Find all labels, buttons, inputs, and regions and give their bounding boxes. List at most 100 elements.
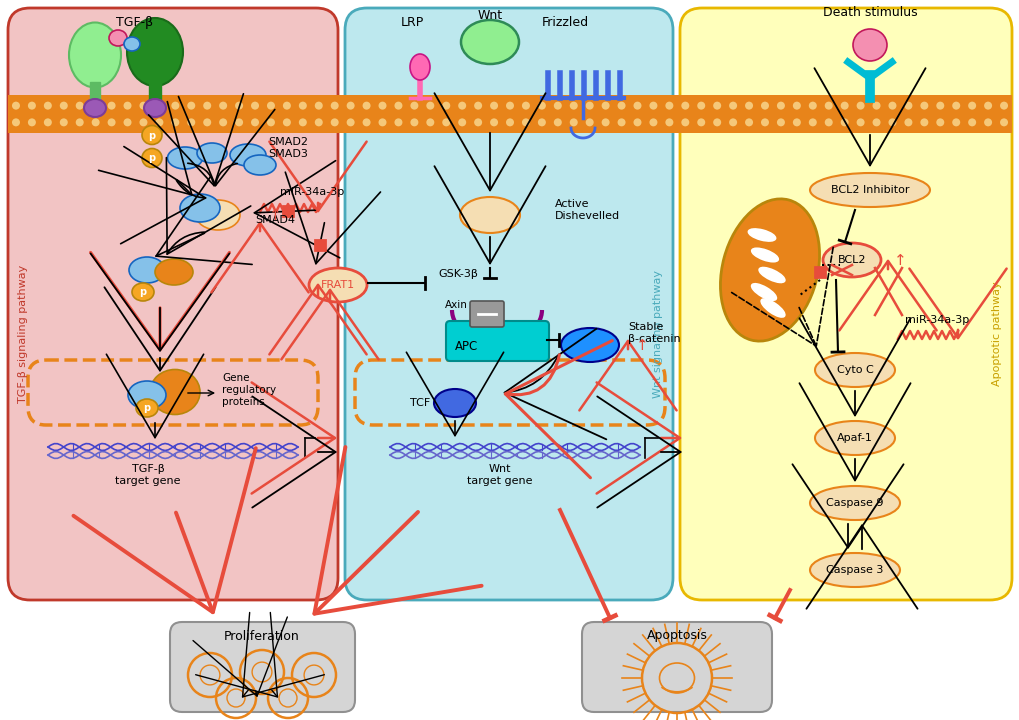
Circle shape <box>888 118 896 127</box>
Circle shape <box>44 102 52 109</box>
FancyBboxPatch shape <box>8 8 337 600</box>
Ellipse shape <box>136 399 158 417</box>
Circle shape <box>442 102 449 109</box>
Circle shape <box>171 102 179 109</box>
Circle shape <box>871 102 879 109</box>
Circle shape <box>330 102 338 109</box>
Circle shape <box>346 118 355 127</box>
Text: Stable
β-catenin: Stable β-catenin <box>628 323 680 344</box>
Circle shape <box>729 102 737 109</box>
Circle shape <box>840 102 848 109</box>
Circle shape <box>474 102 482 109</box>
Circle shape <box>904 118 912 127</box>
Circle shape <box>760 102 768 109</box>
Circle shape <box>474 118 482 127</box>
Circle shape <box>60 102 67 109</box>
Circle shape <box>712 102 720 109</box>
Ellipse shape <box>809 486 899 520</box>
Circle shape <box>967 118 975 127</box>
Circle shape <box>633 118 641 127</box>
Circle shape <box>681 118 689 127</box>
Circle shape <box>919 102 927 109</box>
Circle shape <box>362 102 370 109</box>
Ellipse shape <box>127 18 182 86</box>
Ellipse shape <box>142 125 162 145</box>
Ellipse shape <box>748 229 774 241</box>
Circle shape <box>282 118 290 127</box>
Circle shape <box>458 118 466 127</box>
Text: Gene
regulatory
proteins: Gene regulatory proteins <box>222 374 276 407</box>
Circle shape <box>267 102 275 109</box>
Circle shape <box>394 118 403 127</box>
Circle shape <box>840 118 848 127</box>
Ellipse shape <box>131 283 154 301</box>
Circle shape <box>856 102 864 109</box>
Text: Active
Dishevelled: Active Dishevelled <box>554 199 620 221</box>
Ellipse shape <box>179 194 220 222</box>
Circle shape <box>904 102 912 109</box>
Circle shape <box>187 118 195 127</box>
Text: p: p <box>140 287 147 297</box>
Circle shape <box>664 102 673 109</box>
Circle shape <box>633 102 641 109</box>
Circle shape <box>808 102 816 109</box>
Circle shape <box>824 118 832 127</box>
Circle shape <box>585 118 593 127</box>
Circle shape <box>570 118 577 127</box>
Circle shape <box>299 118 307 127</box>
Text: Death stimulus: Death stimulus <box>822 6 916 19</box>
Circle shape <box>219 102 227 109</box>
Circle shape <box>28 102 36 109</box>
Ellipse shape <box>196 200 239 230</box>
Circle shape <box>267 118 275 127</box>
Circle shape <box>856 118 864 127</box>
Text: Cyto C: Cyto C <box>836 365 872 375</box>
Text: GSK-3β: GSK-3β <box>437 269 478 279</box>
Circle shape <box>824 102 832 109</box>
Ellipse shape <box>751 248 777 261</box>
Circle shape <box>171 118 179 127</box>
Ellipse shape <box>197 143 227 163</box>
Circle shape <box>601 102 609 109</box>
Circle shape <box>537 118 545 127</box>
Text: Proliferation: Proliferation <box>224 629 300 642</box>
Ellipse shape <box>229 144 266 166</box>
Text: BCL2: BCL2 <box>837 255 865 265</box>
Circle shape <box>203 102 211 109</box>
Circle shape <box>346 102 355 109</box>
Circle shape <box>697 118 704 127</box>
Text: TGF-β: TGF-β <box>116 16 154 29</box>
Circle shape <box>362 118 370 127</box>
Circle shape <box>522 102 530 109</box>
Circle shape <box>140 118 148 127</box>
Ellipse shape <box>461 20 519 64</box>
Circle shape <box>616 102 625 109</box>
Circle shape <box>394 102 403 109</box>
Text: p: p <box>144 403 151 413</box>
Text: ↑: ↑ <box>268 207 281 222</box>
Text: p: p <box>149 153 156 163</box>
Ellipse shape <box>144 99 166 117</box>
Circle shape <box>378 118 386 127</box>
Text: Wnt
target gene: Wnt target gene <box>467 464 532 486</box>
Text: miR-34a-3p: miR-34a-3p <box>280 187 344 197</box>
Text: BCL2 Inhibitor: BCL2 Inhibitor <box>829 185 908 195</box>
Circle shape <box>681 102 689 109</box>
Text: LRP: LRP <box>400 16 423 29</box>
Ellipse shape <box>127 381 166 409</box>
Ellipse shape <box>814 421 894 455</box>
Circle shape <box>999 102 1007 109</box>
Ellipse shape <box>410 54 430 80</box>
Text: Apoptosis: Apoptosis <box>646 629 707 642</box>
Ellipse shape <box>560 328 619 362</box>
Ellipse shape <box>84 99 106 117</box>
Circle shape <box>792 102 800 109</box>
Circle shape <box>664 118 673 127</box>
Circle shape <box>792 118 800 127</box>
Circle shape <box>458 102 466 109</box>
Ellipse shape <box>852 29 887 61</box>
Circle shape <box>410 118 418 127</box>
Circle shape <box>744 102 752 109</box>
Circle shape <box>553 118 561 127</box>
Circle shape <box>123 102 131 109</box>
